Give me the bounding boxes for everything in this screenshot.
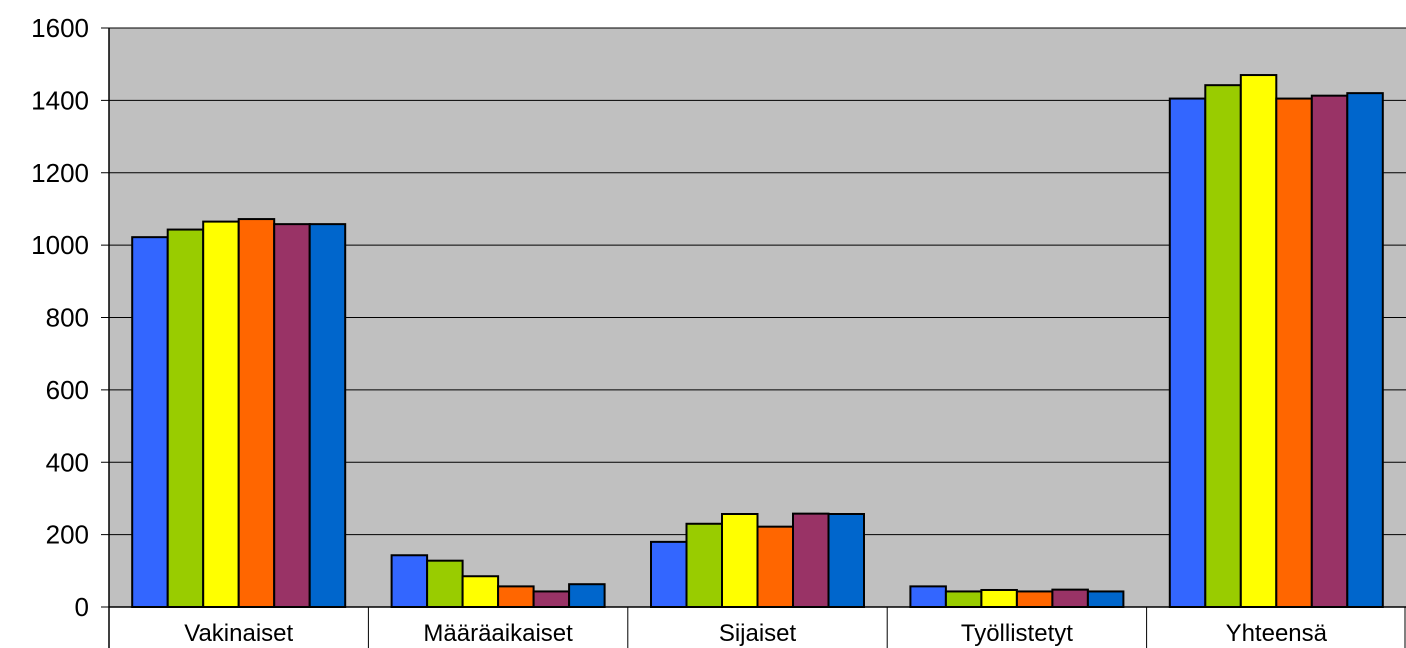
bar	[1310, 94, 1349, 608]
x-category-label: Työllistetyt	[961, 620, 1073, 647]
bar	[131, 236, 169, 608]
y-tick-label: 800	[46, 303, 89, 333]
bar	[166, 228, 205, 609]
bar	[532, 590, 571, 609]
bar	[685, 522, 723, 608]
bar	[1051, 588, 1089, 609]
y-tick-label: 1600	[31, 13, 89, 43]
y-tick-label: 400	[46, 447, 89, 477]
x-category-label: Määräaikaiset	[423, 620, 573, 647]
x-axis-category-labels: Vakinaiset Määräaikaiset Sijaiset Työlliste…	[184, 620, 1327, 647]
y-tick-label: 1200	[31, 158, 89, 188]
bar	[756, 525, 794, 609]
y-tick-label: 1000	[31, 230, 89, 260]
y-tick-label: 0	[75, 592, 89, 622]
bar	[827, 512, 865, 608]
bar	[1275, 97, 1313, 609]
bar	[497, 585, 535, 608]
bar	[944, 590, 983, 609]
bar	[1346, 92, 1384, 608]
bar	[461, 575, 500, 608]
bar	[1168, 97, 1207, 609]
x-category-label: Yhteensä	[1226, 620, 1328, 647]
bar	[909, 585, 947, 608]
axes	[108, 28, 1406, 648]
bar	[273, 223, 311, 608]
bar	[426, 559, 464, 608]
y-axis-tick-labels: 0 200 400 600 800 1000 1200 1400 1600	[31, 13, 109, 622]
bar	[308, 223, 347, 608]
bar	[1204, 84, 1242, 608]
y-tick-label: 200	[46, 520, 89, 550]
bar	[1239, 74, 1278, 608]
bar	[650, 540, 688, 608]
y-tick-label: 600	[46, 375, 89, 405]
bar	[792, 512, 830, 608]
y-tick-label: 1400	[31, 85, 89, 115]
bar	[202, 220, 240, 608]
bar	[980, 588, 1018, 609]
bar	[390, 554, 429, 609]
bar	[568, 583, 606, 609]
bar	[721, 512, 759, 608]
bars	[131, 74, 1384, 609]
x-category-label: Vakinaiset	[184, 620, 293, 647]
bar	[1086, 590, 1125, 609]
bar	[237, 218, 276, 608]
x-category-label: Sijaiset	[719, 620, 797, 647]
bar	[1015, 590, 1054, 609]
